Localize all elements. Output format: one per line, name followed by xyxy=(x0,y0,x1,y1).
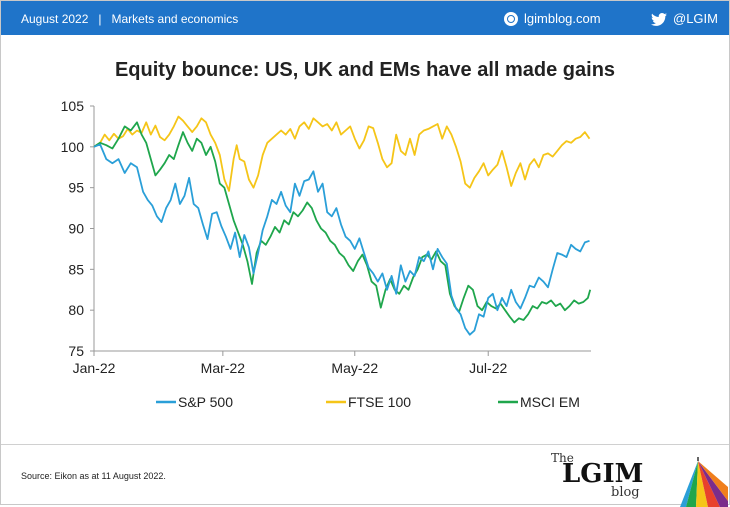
lgim-blog-logo: The LGIM blog xyxy=(546,449,729,507)
header-twitter-link[interactable]: @LGIM xyxy=(651,11,718,26)
header-twitter: @LGIM xyxy=(673,11,718,26)
twitter-icon xyxy=(651,13,667,26)
legend-label: S&P 500 xyxy=(178,394,233,410)
series-line-ftse-100 xyxy=(93,115,591,192)
y-tick-label: 100 xyxy=(61,139,85,155)
header-section: Markets and economics xyxy=(111,12,239,26)
y-tick-label: 85 xyxy=(68,261,84,277)
header-site-link[interactable]: lgimblog.com xyxy=(504,11,601,26)
y-tick-label: 90 xyxy=(68,221,84,237)
x-tick-label: Jan-22 xyxy=(73,360,116,376)
header-left: August 2022 | Markets and economics xyxy=(21,12,238,26)
y-tick-label: 80 xyxy=(68,302,84,318)
source-note: Source: Eikon as at 11 August 2022. xyxy=(21,471,166,481)
y-tick-label: 95 xyxy=(68,180,84,196)
series-line-s-p-500 xyxy=(93,143,590,336)
header-bar: August 2022 | Markets and economics lgimbl… xyxy=(1,1,729,35)
logo-name: LGIM xyxy=(562,459,644,489)
line-chart: 75 80 85 90 95 100 105 Jan-22 Mar-22 May-22 Jul-22… xyxy=(61,98,592,410)
umbrella-icon xyxy=(680,457,728,507)
globe-icon xyxy=(504,12,518,26)
legend-label: MSCI EM xyxy=(520,394,580,410)
y-tick-label: 105 xyxy=(61,98,85,114)
x-tick-label: Jul-22 xyxy=(469,360,507,376)
logo-blog: blog xyxy=(611,485,640,500)
legend-label: FTSE 100 xyxy=(348,394,411,410)
header-separator: | xyxy=(98,12,102,26)
y-tick-label: 75 xyxy=(68,343,84,359)
chart-title: Equity bounce: US, UK and EMs have all m… xyxy=(114,59,616,81)
x-tick-label: May-22 xyxy=(331,360,378,376)
logo-the: The xyxy=(551,451,574,465)
header-date: August 2022 xyxy=(21,12,89,26)
footer-divider xyxy=(1,444,729,445)
series-line-msci-em xyxy=(93,121,592,324)
header-site: lgimblog.com xyxy=(524,11,601,26)
x-tick-label: Mar-22 xyxy=(201,360,246,376)
